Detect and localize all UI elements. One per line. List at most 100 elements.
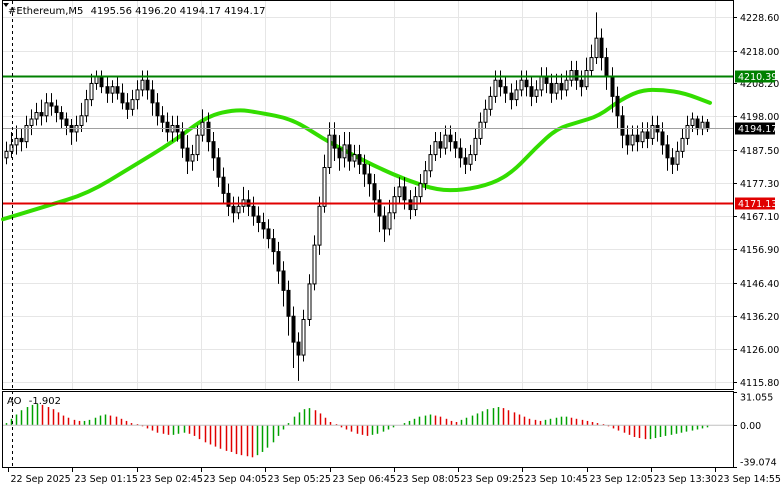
ao-name: AO bbox=[7, 396, 22, 407]
candle-body bbox=[9, 144, 14, 152]
candle-body bbox=[685, 124, 690, 139]
candle-body bbox=[185, 147, 190, 162]
candle-body bbox=[478, 121, 483, 139]
candle-body bbox=[190, 154, 195, 162]
candle-body bbox=[59, 112, 64, 120]
candle-body bbox=[24, 124, 29, 143]
candle-body bbox=[317, 205, 322, 246]
candle-body bbox=[549, 82, 554, 94]
candle-body bbox=[256, 215, 261, 223]
horizontal-line-label-bg bbox=[735, 70, 775, 83]
candle-body bbox=[569, 70, 574, 81]
horizontal-price-lines bbox=[3, 75, 733, 205]
ao-histogram bbox=[5, 403, 709, 458]
candle-body bbox=[261, 221, 266, 230]
candle-body bbox=[140, 79, 145, 91]
candle-body bbox=[635, 134, 640, 143]
candle-body bbox=[584, 70, 589, 88]
arrow-down-icon bbox=[3, 3, 9, 7]
candle-body bbox=[448, 134, 453, 143]
candle-body bbox=[372, 183, 377, 201]
candle-body bbox=[165, 121, 170, 133]
candle-body bbox=[377, 199, 382, 217]
candle-body bbox=[130, 99, 135, 110]
candle-body bbox=[554, 82, 559, 94]
candle-body bbox=[534, 89, 539, 97]
price-tick-label: 4146.40 bbox=[740, 279, 779, 290]
candle-body bbox=[392, 196, 397, 214]
candle-body bbox=[99, 76, 104, 88]
candle-body bbox=[615, 95, 620, 117]
ohlc-readout: 4195.56 4196.20 4194.17 4194.17 bbox=[91, 6, 266, 17]
candle-body bbox=[4, 150, 9, 159]
candle-body bbox=[453, 141, 458, 149]
candle-body bbox=[281, 270, 286, 291]
candle-body bbox=[690, 118, 695, 126]
candle-body bbox=[519, 79, 524, 91]
price-tick-label: 4228.60 bbox=[740, 13, 779, 24]
ao-tick-label: 31.055 bbox=[740, 393, 773, 404]
candle-body bbox=[110, 86, 115, 94]
time-tick-label: 23 Sep 04:05 bbox=[204, 474, 267, 485]
candle-body bbox=[105, 86, 110, 94]
horizontal-line-label: 4210.39 bbox=[738, 72, 777, 83]
ao-value-readout: -1.902 bbox=[29, 396, 61, 407]
candle-body bbox=[483, 108, 488, 123]
price-labels: 4210.39 4171.13 4194.17 bbox=[735, 70, 777, 210]
candle-body bbox=[408, 199, 413, 211]
candle-body bbox=[402, 186, 407, 201]
price-axis: 4228.60 4218.00 4208.20 4198.00 4187.50 4177.… bbox=[733, 13, 779, 389]
candle-body bbox=[211, 141, 216, 159]
candle-body bbox=[705, 121, 710, 130]
candle-body bbox=[645, 131, 650, 139]
candle-body bbox=[610, 76, 615, 97]
time-tick-label: 23 Sep 01:15 bbox=[75, 474, 138, 485]
candle-body bbox=[34, 112, 39, 120]
candle-body bbox=[64, 118, 69, 126]
candle-body bbox=[599, 37, 604, 59]
candle-body bbox=[125, 102, 130, 110]
candle-body bbox=[509, 92, 514, 101]
time-tick-label: 23 Sep 09:25 bbox=[461, 474, 524, 485]
time-tick-label: 22 Sep 2025 bbox=[11, 474, 71, 485]
candle-body bbox=[332, 134, 337, 149]
candle-body bbox=[493, 79, 498, 97]
candle-body bbox=[695, 118, 700, 130]
time-tick-label: 23 Sep 14:55 bbox=[718, 474, 781, 485]
candle-body bbox=[594, 37, 599, 59]
candle-body bbox=[357, 154, 362, 165]
candle-body bbox=[150, 89, 155, 104]
price-tick-label: 4208.20 bbox=[740, 79, 779, 90]
candle-body bbox=[574, 70, 579, 81]
time-tick-label: 23 Sep 10:45 bbox=[525, 474, 588, 485]
ao-title: AO -1.902 bbox=[7, 396, 61, 407]
candle-body bbox=[443, 134, 448, 149]
candle-body bbox=[544, 76, 549, 84]
grid-lines bbox=[3, 1, 733, 389]
candle-body bbox=[620, 115, 625, 136]
candle-body bbox=[145, 79, 150, 91]
candle-body bbox=[675, 150, 680, 165]
candle-body bbox=[539, 76, 544, 91]
candle-body bbox=[312, 244, 317, 285]
candle-body bbox=[39, 112, 44, 117]
candle-body bbox=[14, 137, 19, 146]
chart-title: #Ethereum,M5 4195.56 4196.20 4194.17 419… bbox=[8, 6, 266, 17]
candle-body bbox=[498, 79, 503, 88]
candle-body bbox=[630, 134, 635, 146]
current-price-label: 4194.17 bbox=[738, 124, 777, 135]
candle-body bbox=[438, 141, 443, 149]
price-tick-label: 4218.00 bbox=[740, 47, 779, 58]
candle-body bbox=[700, 121, 705, 130]
candle-body bbox=[89, 82, 94, 101]
candle-body bbox=[337, 147, 342, 159]
candle-body bbox=[397, 186, 402, 198]
ao-tick-label: -39.074 bbox=[740, 458, 777, 469]
candle-body bbox=[670, 157, 675, 165]
candle-body bbox=[680, 137, 685, 152]
candle-body bbox=[195, 134, 200, 156]
candle-body bbox=[307, 283, 312, 320]
candle-body bbox=[301, 318, 306, 356]
candle-body bbox=[49, 102, 54, 107]
